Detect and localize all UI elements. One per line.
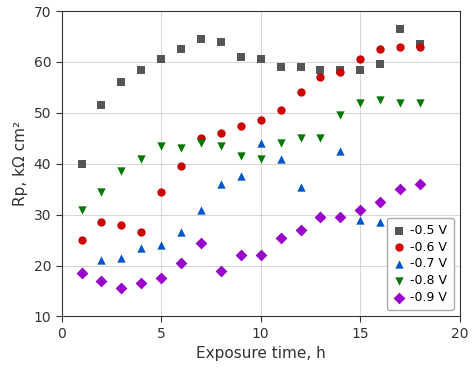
-0.7 V <box>337 148 344 154</box>
-0.8 V <box>217 143 225 149</box>
-0.7 V <box>177 230 185 236</box>
-0.7 V <box>356 217 364 223</box>
-0.5 V <box>317 67 324 72</box>
-0.9 V <box>317 214 324 220</box>
-0.7 V <box>137 245 145 251</box>
-0.7 V <box>98 258 105 263</box>
-0.9 V <box>118 286 125 291</box>
-0.7 V <box>78 268 85 274</box>
-0.8 V <box>356 100 364 106</box>
-0.5 V <box>297 64 304 70</box>
-0.7 V <box>118 255 125 261</box>
-0.9 V <box>257 252 264 258</box>
-0.6 V <box>416 44 424 50</box>
-0.9 V <box>337 214 344 220</box>
-0.5 V <box>157 56 165 62</box>
-0.6 V <box>257 117 264 123</box>
-0.6 V <box>197 135 205 141</box>
-0.7 V <box>416 222 424 228</box>
-0.8 V <box>157 143 165 149</box>
-0.5 V <box>257 56 264 62</box>
-0.9 V <box>157 275 165 281</box>
-0.9 V <box>416 181 424 187</box>
-0.9 V <box>98 278 105 284</box>
-0.5 V <box>177 46 185 52</box>
-0.7 V <box>317 212 324 217</box>
-0.9 V <box>356 207 364 213</box>
-0.8 V <box>137 156 145 162</box>
-0.6 V <box>118 222 125 228</box>
-0.6 V <box>356 56 364 62</box>
-0.8 V <box>257 156 264 162</box>
-0.7 V <box>376 219 384 225</box>
-0.7 V <box>157 242 165 248</box>
-0.6 V <box>277 107 284 113</box>
-0.7 V <box>277 156 284 162</box>
-0.8 V <box>396 100 404 106</box>
-0.5 V <box>356 67 364 72</box>
-0.6 V <box>98 219 105 225</box>
-0.6 V <box>297 89 304 95</box>
-0.8 V <box>416 100 424 106</box>
-0.8 V <box>277 141 284 146</box>
-0.8 V <box>317 135 324 141</box>
-0.7 V <box>217 181 225 187</box>
Legend: -0.5 V, -0.6 V, -0.7 V, -0.8 V, -0.9 V: -0.5 V, -0.6 V, -0.7 V, -0.8 V, -0.9 V <box>386 218 454 310</box>
-0.9 V <box>297 227 304 233</box>
-0.6 V <box>137 230 145 236</box>
-0.8 V <box>177 145 185 152</box>
-0.9 V <box>277 235 284 241</box>
-0.9 V <box>197 240 205 245</box>
-0.9 V <box>237 252 245 258</box>
-0.5 V <box>237 54 245 60</box>
-0.7 V <box>396 222 404 228</box>
-0.9 V <box>376 199 384 205</box>
-0.5 V <box>217 39 225 45</box>
-0.6 V <box>177 163 185 169</box>
-0.5 V <box>197 36 205 42</box>
-0.6 V <box>337 69 344 75</box>
-0.5 V <box>98 102 105 108</box>
-0.7 V <box>237 174 245 180</box>
-0.7 V <box>197 207 205 213</box>
-0.8 V <box>98 189 105 195</box>
-0.9 V <box>396 186 404 192</box>
-0.7 V <box>297 184 304 190</box>
-0.5 V <box>118 79 125 85</box>
-0.8 V <box>118 169 125 174</box>
-0.8 V <box>376 97 384 103</box>
-0.8 V <box>78 207 85 213</box>
-0.5 V <box>337 67 344 72</box>
-0.6 V <box>157 189 165 195</box>
-0.8 V <box>237 153 245 159</box>
-0.6 V <box>317 74 324 80</box>
-0.8 V <box>297 135 304 141</box>
-0.6 V <box>78 237 85 243</box>
-0.9 V <box>137 280 145 286</box>
-0.9 V <box>78 270 85 276</box>
-0.9 V <box>177 260 185 266</box>
-0.6 V <box>376 46 384 52</box>
-0.7 V <box>257 141 264 146</box>
-0.6 V <box>237 123 245 128</box>
X-axis label: Exposure time, h: Exposure time, h <box>196 346 326 361</box>
-0.5 V <box>277 64 284 70</box>
-0.5 V <box>396 26 404 32</box>
-0.8 V <box>337 113 344 118</box>
-0.5 V <box>78 161 85 167</box>
-0.6 V <box>396 44 404 50</box>
-0.5 V <box>376 61 384 67</box>
-0.5 V <box>416 41 424 47</box>
-0.6 V <box>217 130 225 136</box>
Y-axis label: Rp, kΩ cm²: Rp, kΩ cm² <box>13 121 28 206</box>
-0.5 V <box>137 67 145 72</box>
-0.9 V <box>217 268 225 274</box>
-0.8 V <box>197 141 205 146</box>
